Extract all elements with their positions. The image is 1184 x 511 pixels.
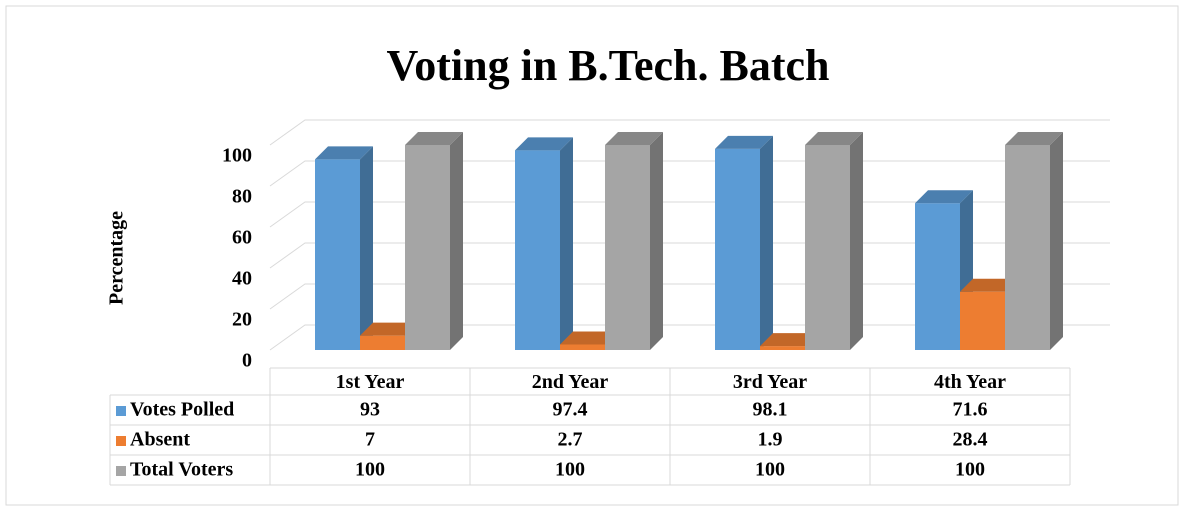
y-tick-label: 0	[242, 350, 252, 372]
legend-label: Votes Polled	[130, 399, 234, 421]
bar-side	[450, 132, 463, 350]
legend-label: Absent	[130, 429, 190, 451]
y-axis-label: Percentage	[106, 211, 128, 305]
bar-side	[360, 146, 373, 350]
y-tick-label: 60	[232, 227, 252, 249]
table-value: 71.6	[953, 399, 988, 421]
chart-border	[5, 5, 1179, 506]
bar	[805, 145, 850, 350]
x-tick-label: 1st Year	[336, 371, 405, 393]
bar	[515, 150, 560, 350]
bar	[960, 291, 1005, 350]
bar-side	[1050, 132, 1063, 350]
bar-top	[1005, 132, 1063, 145]
bar-top	[760, 333, 818, 347]
y-tick-label: 100	[222, 145, 252, 167]
table-value: 100	[955, 459, 985, 481]
bar-top	[405, 132, 463, 145]
bar-top	[360, 322, 418, 336]
bar-side	[650, 132, 663, 350]
table-value: 7	[365, 429, 375, 451]
bar-side	[850, 132, 863, 350]
y-tick-label: 40	[232, 268, 252, 290]
legend-label: Total Voters	[130, 459, 233, 481]
table-value: 2.7	[558, 429, 583, 451]
bar-top	[515, 137, 573, 151]
legend-swatch	[116, 436, 126, 446]
bar	[605, 145, 650, 350]
bar-top	[960, 278, 1018, 292]
bar-top	[315, 146, 373, 160]
x-tick-label: 2nd Year	[532, 371, 609, 393]
bar	[715, 148, 760, 350]
bar	[405, 145, 450, 350]
legend-swatch	[116, 406, 126, 416]
bar	[315, 159, 360, 350]
table-value: 100	[355, 459, 385, 481]
bar-top	[915, 190, 973, 204]
grid-line	[269, 119, 1110, 146]
bar	[360, 335, 405, 350]
table-value: 1.9	[758, 429, 783, 451]
bar-top	[560, 331, 618, 345]
chart-title: Voting in B.Tech. Batch	[387, 41, 830, 90]
table-value: 28.4	[953, 429, 988, 451]
table-value: 100	[555, 459, 585, 481]
bar	[760, 346, 805, 350]
legend-swatch	[116, 466, 126, 476]
bar-side	[560, 137, 573, 350]
table-value: 98.1	[753, 399, 788, 421]
bar	[915, 203, 960, 350]
bar	[560, 344, 605, 350]
y-tick-label: 80	[232, 186, 252, 208]
table-value: 100	[755, 459, 785, 481]
bar-top	[605, 132, 663, 145]
table-value: 97.4	[553, 399, 588, 421]
bar	[1005, 145, 1050, 350]
x-tick-label: 4th Year	[934, 371, 1006, 393]
bar-top	[715, 135, 773, 149]
bar-side	[760, 135, 773, 350]
x-tick-label: 3rd Year	[733, 371, 807, 393]
table-value: 93	[360, 399, 380, 421]
bar-top	[805, 132, 863, 145]
y-tick-label: 20	[232, 309, 252, 331]
